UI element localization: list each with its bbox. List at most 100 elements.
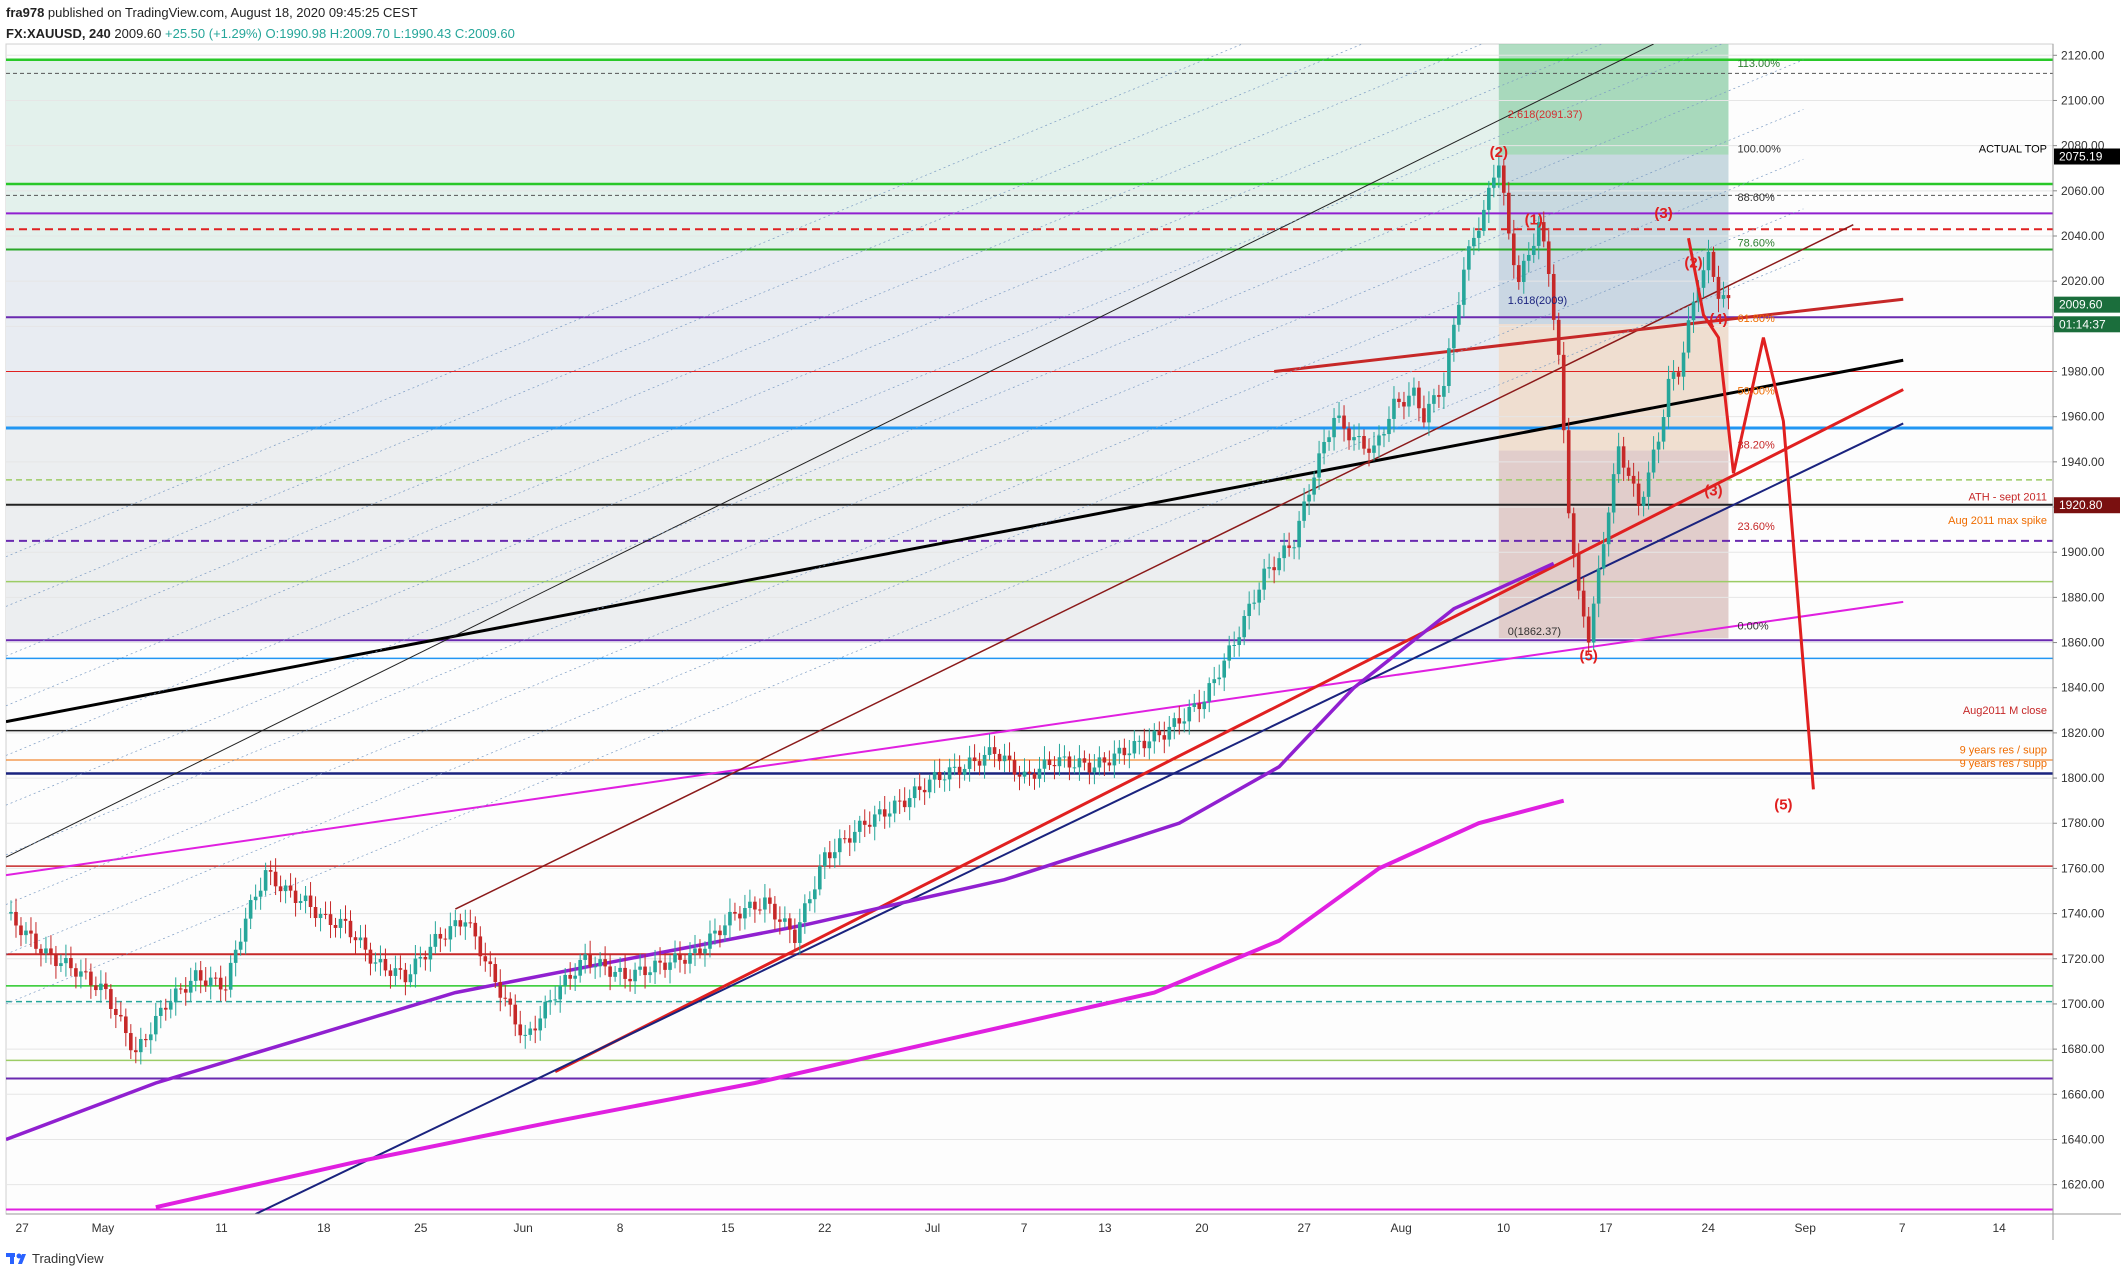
candle-body[interactable] xyxy=(1686,320,1691,353)
candle-body[interactable] xyxy=(84,971,88,973)
candle-body[interactable] xyxy=(952,766,957,768)
candle-body[interactable] xyxy=(832,852,837,859)
candle-body[interactable] xyxy=(1312,477,1316,495)
candle-body[interactable] xyxy=(793,929,797,943)
candle-body[interactable] xyxy=(1531,245,1536,255)
candle-body[interactable] xyxy=(773,903,777,920)
candle-body[interactable] xyxy=(887,813,892,817)
candle-body[interactable] xyxy=(498,982,503,998)
candle-body[interactable] xyxy=(1012,759,1017,775)
price-axis[interactable]: 2120.002100.002080.002060.002040.002020.… xyxy=(2053,48,2105,1192)
candle-body[interactable] xyxy=(618,967,622,972)
candle-body[interactable] xyxy=(803,903,807,923)
candle-body[interactable] xyxy=(148,1034,153,1041)
candle-body[interactable] xyxy=(1352,437,1356,441)
candle-body[interactable] xyxy=(877,809,882,815)
trend-line[interactable] xyxy=(6,44,1654,858)
candle-body[interactable] xyxy=(818,866,822,890)
candle-body[interactable] xyxy=(1002,755,1007,762)
candle-body[interactable] xyxy=(768,897,772,904)
candle-body[interactable] xyxy=(713,930,717,934)
candle-body[interactable] xyxy=(1716,276,1721,299)
candle-body[interactable] xyxy=(1407,395,1411,407)
candle-body[interactable] xyxy=(598,959,602,967)
trend-line[interactable] xyxy=(6,600,1904,877)
candle-body[interactable] xyxy=(303,895,308,902)
candle-body[interactable] xyxy=(922,789,927,793)
candle-body[interactable] xyxy=(288,885,293,891)
candle-body[interactable] xyxy=(738,913,742,919)
candle-body[interactable] xyxy=(1606,512,1611,545)
candle-body[interactable] xyxy=(383,959,388,971)
candle-body[interactable] xyxy=(263,870,268,891)
candle-body[interactable] xyxy=(268,870,273,872)
candle-body[interactable] xyxy=(488,961,493,965)
candle-body[interactable] xyxy=(927,779,932,793)
candle-body[interactable] xyxy=(1047,759,1052,766)
candle-body[interactable] xyxy=(1671,372,1676,379)
candle-body[interactable] xyxy=(328,914,333,926)
candle-body[interactable] xyxy=(1167,726,1172,740)
candle-body[interactable] xyxy=(1307,494,1311,502)
candle-body[interactable] xyxy=(109,989,113,1009)
candle-body[interactable] xyxy=(1432,395,1436,404)
candle-body[interactable] xyxy=(1007,755,1012,760)
candle-body[interactable] xyxy=(428,946,433,960)
candle-body[interactable] xyxy=(992,747,997,754)
candle-body[interactable] xyxy=(1721,295,1726,299)
candle-body[interactable] xyxy=(857,820,862,832)
candle-body[interactable] xyxy=(9,911,13,914)
candle-body[interactable] xyxy=(143,1038,148,1041)
candle-body[interactable] xyxy=(153,1015,158,1035)
candle-body[interactable] xyxy=(1502,165,1506,193)
candle-body[interactable] xyxy=(173,988,178,1003)
candle-body[interactable] xyxy=(1596,568,1601,604)
candle-body[interactable] xyxy=(1262,568,1266,590)
candle-body[interactable] xyxy=(533,1028,538,1031)
candle-body[interactable] xyxy=(308,895,313,908)
candle-body[interactable] xyxy=(228,962,233,990)
candle-body[interactable] xyxy=(1057,757,1062,767)
trend-line[interactable] xyxy=(455,224,1854,910)
candle-body[interactable] xyxy=(1487,187,1491,210)
candle-body[interactable] xyxy=(1067,756,1072,768)
candle-body[interactable] xyxy=(937,772,942,781)
candle-body[interactable] xyxy=(253,896,258,901)
candle-body[interactable] xyxy=(24,930,28,936)
candle-body[interactable] xyxy=(753,901,757,910)
candle-body[interactable] xyxy=(1037,768,1042,779)
candle-body[interactable] xyxy=(1022,771,1027,777)
candle-body[interactable] xyxy=(1032,773,1037,779)
candle-body[interactable] xyxy=(987,747,992,755)
candle-body[interactable] xyxy=(962,768,967,775)
candle-body[interactable] xyxy=(683,959,687,964)
candle-body[interactable] xyxy=(947,767,952,780)
candle-body[interactable] xyxy=(957,766,962,775)
candle-body[interactable] xyxy=(578,959,582,976)
candle-body[interactable] xyxy=(1472,237,1476,247)
candle-body[interactable] xyxy=(1322,441,1326,454)
candle-body[interactable] xyxy=(54,954,58,967)
candle-body[interactable] xyxy=(1232,644,1236,646)
candle-body[interactable] xyxy=(653,960,657,973)
candle-body[interactable] xyxy=(1257,589,1261,603)
time-axis[interactable]: 27 May 11 18 25 Jun 8 15 22 Jul 7 13 20 27 Aug 10 17 24 Se… xyxy=(15,1221,2006,1235)
candle-body[interactable] xyxy=(842,838,847,840)
candle-body[interactable] xyxy=(823,852,827,867)
candle-body[interactable] xyxy=(1591,603,1596,643)
candle-body[interactable] xyxy=(458,920,463,927)
candle-body[interactable] xyxy=(1347,428,1351,441)
candle-body[interactable] xyxy=(64,958,68,964)
candle-body[interactable] xyxy=(1521,260,1526,282)
candle-body[interactable] xyxy=(1387,418,1391,435)
candle-body[interactable] xyxy=(403,969,408,983)
candle-body[interactable] xyxy=(633,969,637,982)
candle-body[interactable] xyxy=(1681,352,1686,377)
candle-body[interactable] xyxy=(543,1001,548,1019)
candle-body[interactable] xyxy=(588,954,592,967)
candle-body[interactable] xyxy=(513,1004,518,1025)
candle-body[interactable] xyxy=(1027,771,1032,774)
candle-body[interactable] xyxy=(124,1016,128,1034)
candle-body[interactable] xyxy=(483,956,488,962)
